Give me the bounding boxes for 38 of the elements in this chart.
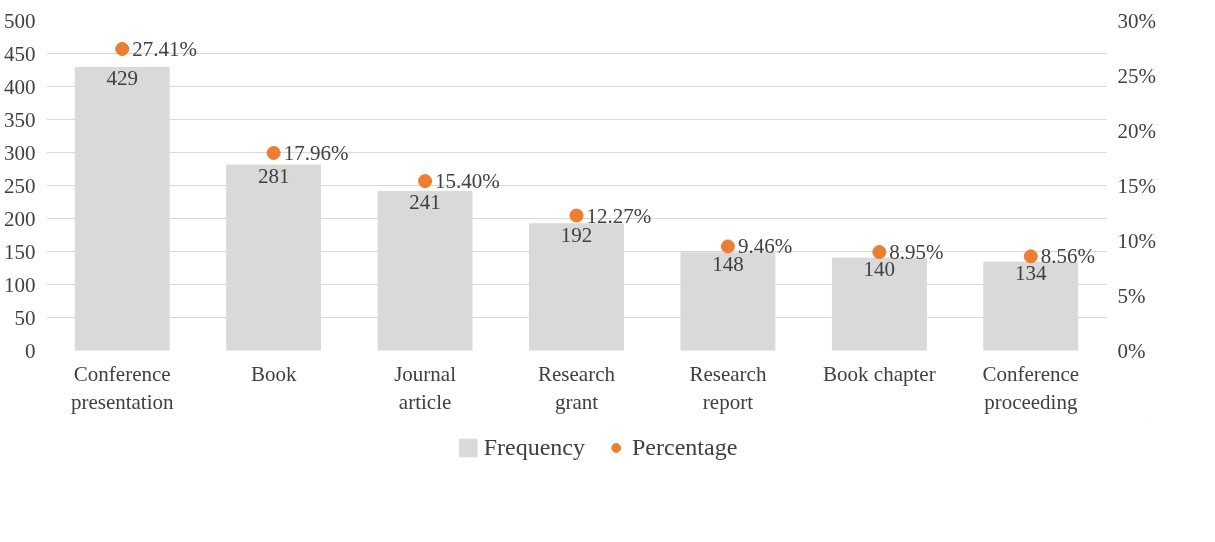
y2-tick-label: 15% bbox=[1117, 173, 1156, 198]
y2-tick-label: 0% bbox=[1117, 338, 1146, 363]
point bbox=[115, 42, 130, 56]
x-tick-label: Journal article bbox=[394, 361, 457, 415]
point bbox=[1023, 249, 1038, 264]
point bbox=[418, 174, 433, 189]
x-tick-label: Conference proceeding bbox=[982, 361, 1080, 415]
y2-tick-label: 30% bbox=[1117, 8, 1156, 33]
x-tick-label: Research grant bbox=[538, 361, 616, 415]
x-tick-label: Book chapter bbox=[823, 361, 936, 386]
legend-label: Frequency bbox=[483, 433, 586, 461]
point bbox=[266, 145, 281, 160]
y-tick-label: 200 bbox=[4, 206, 36, 231]
y-tick-label: 0 bbox=[25, 338, 36, 363]
data-label: 27.41% bbox=[132, 36, 197, 61]
point bbox=[872, 245, 887, 260]
y2-tick-label: 20% bbox=[1117, 118, 1156, 143]
y-tick-label: 150 bbox=[4, 239, 36, 264]
legend-label: Percentage bbox=[632, 433, 738, 461]
y2-tick-label: 5% bbox=[1117, 283, 1146, 308]
y-tick-label: 100 bbox=[4, 272, 36, 297]
y-tick-label: 500 bbox=[4, 8, 36, 33]
data-label: 281 bbox=[257, 164, 290, 189]
x-tick-label: Conference presentation bbox=[70, 361, 175, 415]
y-tick-label: 50 bbox=[14, 305, 36, 330]
x-tick-label: Book bbox=[250, 361, 297, 386]
y2-tick-label: 10% bbox=[1117, 228, 1156, 253]
x-tick-label: Research report bbox=[689, 361, 767, 415]
point bbox=[720, 239, 735, 254]
y-tick-label: 250 bbox=[4, 173, 36, 198]
y2-tick-label: 25% bbox=[1117, 63, 1156, 88]
data-label: 429 bbox=[106, 66, 138, 91]
data-label: 17.96% bbox=[283, 140, 349, 165]
y-tick-label: 400 bbox=[4, 74, 36, 99]
y-tick-label: 350 bbox=[4, 107, 36, 132]
y-tick-label: 450 bbox=[4, 41, 36, 66]
y-tick-label: 300 bbox=[4, 140, 36, 165]
point bbox=[569, 208, 584, 223]
